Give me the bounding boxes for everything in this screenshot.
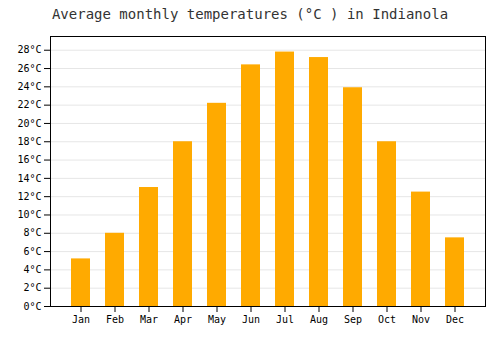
svg-text:May: May — [208, 314, 226, 325]
svg-text:Apr: Apr — [174, 314, 192, 325]
svg-text:Jul: Jul — [276, 314, 294, 325]
svg-text:20°C: 20°C — [17, 118, 41, 129]
svg-text:Jun: Jun — [242, 314, 260, 325]
svg-text:24°C: 24°C — [17, 81, 41, 92]
svg-text:Dec: Dec — [446, 314, 464, 325]
svg-text:14°C: 14°C — [17, 173, 41, 184]
svg-text:2°C: 2°C — [23, 282, 41, 293]
svg-text:Feb: Feb — [106, 314, 124, 325]
html-text:Average monthly temperatures (: Average monthly temperatures (°C ) in In… — [51, 6, 449, 22]
svg-text:4°C: 4°C — [23, 264, 41, 275]
svg-text:Mar: Mar — [140, 314, 158, 325]
svg-text:12°C: 12°C — [17, 191, 41, 202]
svg-text:28°C: 28°C — [17, 44, 41, 55]
svg-text:10°C: 10°C — [17, 209, 41, 220]
svg-text:Nov: Nov — [412, 314, 430, 325]
svg-text:18°C: 18°C — [17, 136, 41, 147]
svg-text:Jan: Jan — [72, 314, 90, 325]
svg-text:Sep: Sep — [344, 314, 362, 325]
svg-text:22°C: 22°C — [17, 99, 41, 110]
svg-text:0°C: 0°C — [23, 301, 41, 312]
svg-text:Oct: Oct — [378, 314, 396, 325]
svg-text:Aug: Aug — [310, 314, 328, 325]
svg-text:8°C: 8°C — [23, 227, 41, 238]
svg-text:16°C: 16°C — [17, 154, 41, 165]
svg-text:26°C: 26°C — [17, 63, 41, 74]
svg-text:6°C: 6°C — [23, 246, 41, 257]
